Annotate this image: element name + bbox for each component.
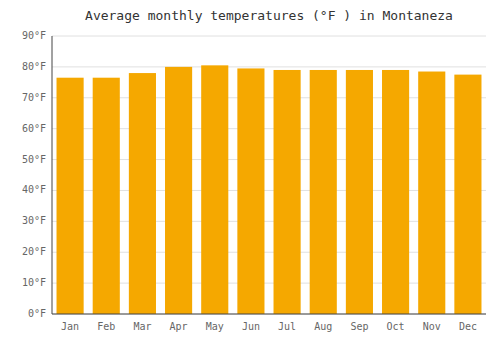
bar bbox=[310, 70, 337, 314]
y-tick-label: 10°F bbox=[22, 277, 46, 288]
y-tick-label: 30°F bbox=[22, 215, 46, 226]
x-tick-label: Mar bbox=[133, 321, 151, 332]
chart-container: 0°F 10°F 20°F 30°F 40°F 50°F 60°F 70°F 80°F 90°F J… bbox=[0, 0, 500, 350]
bar bbox=[57, 78, 84, 314]
bar bbox=[346, 70, 373, 314]
y-tick-label: 70°F bbox=[22, 92, 46, 103]
y-tick-label: 40°F bbox=[22, 184, 46, 195]
bar bbox=[237, 68, 264, 314]
y-tick-label: 80°F bbox=[22, 61, 46, 72]
y-tick-label: 90°F bbox=[22, 30, 46, 41]
x-tick-label: Dec bbox=[459, 321, 477, 332]
x-tick-label: Jul bbox=[278, 321, 296, 332]
title: Average monthly temperatures (°F ) in Mo… bbox=[85, 8, 453, 23]
chart: 0°F 10°F 20°F 30°F 40°F 50°F 60°F 70°F 80°F 90°F J… bbox=[0, 0, 500, 350]
x-tick-label: Apr bbox=[170, 321, 188, 332]
bar bbox=[274, 70, 301, 314]
grid-line bbox=[52, 314, 486, 315]
x-tick-label: Jun bbox=[242, 321, 260, 332]
bar bbox=[382, 70, 409, 314]
x-axis-line bbox=[52, 314, 486, 315]
y-tick-label: 20°F bbox=[22, 246, 46, 257]
bar bbox=[93, 78, 120, 314]
bars bbox=[57, 65, 482, 314]
y-tick-label: 50°F bbox=[22, 154, 46, 165]
bar bbox=[418, 72, 445, 314]
x-tick-label: Feb bbox=[97, 321, 115, 332]
x-tick-label: May bbox=[206, 321, 224, 332]
y-tick-label: 0°F bbox=[28, 308, 46, 319]
y-tick-label: 60°F bbox=[22, 123, 46, 134]
y-axis: 0°F 10°F 20°F 30°F 40°F 50°F 60°F 70°F 80°F 90°F bbox=[22, 30, 46, 319]
bar bbox=[129, 73, 156, 314]
x-tick-label: Nov bbox=[423, 321, 441, 332]
grid-line bbox=[52, 36, 486, 37]
x-tick-label: Aug bbox=[314, 321, 332, 332]
bar bbox=[454, 75, 481, 314]
bar bbox=[201, 65, 228, 314]
x-tick-label: Jan bbox=[61, 321, 79, 332]
x-tick-label: Sep bbox=[350, 321, 368, 332]
x-tick-label: Oct bbox=[387, 321, 405, 332]
grid-line bbox=[52, 66, 486, 67]
bar bbox=[165, 67, 192, 314]
y-axis-line bbox=[52, 36, 53, 314]
x-axis: Jan Feb Mar Apr May Jun Jul Aug Sep Oct Nov Dec bbox=[61, 321, 477, 332]
grid bbox=[52, 36, 486, 314]
